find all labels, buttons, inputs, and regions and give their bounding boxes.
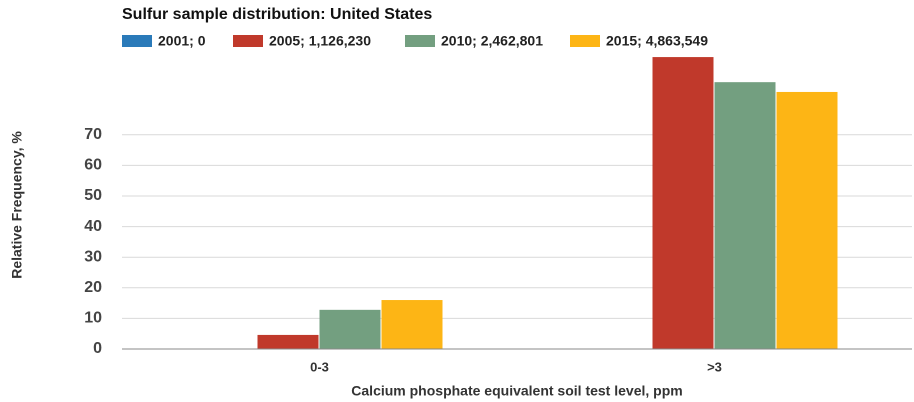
legend-swatch — [570, 35, 600, 47]
y-tick-label: 20 — [84, 279, 102, 296]
y-tick-label: 10 — [84, 310, 102, 327]
x-tick-label: >3 — [707, 359, 722, 374]
y-axis-label: Relative Frequency, % — [9, 131, 25, 279]
bar — [776, 91, 838, 350]
bar — [381, 300, 443, 349]
legend-swatch — [405, 35, 435, 47]
legend-label: 2015; 4,863,549 — [606, 33, 708, 49]
x-axis-label: Calcium phosphate equivalent soil test l… — [351, 383, 682, 399]
y-tick-label: 30 — [84, 248, 102, 265]
y-tick-label: 50 — [84, 187, 102, 204]
legend-swatch — [122, 35, 152, 47]
legend-label: 2001; 0 — [158, 33, 206, 49]
bar — [319, 309, 381, 349]
bar — [257, 334, 319, 349]
x-tick-label: 0-3 — [310, 359, 329, 374]
y-tick-label: 0 — [93, 340, 102, 357]
y-tick-label: 70 — [84, 126, 102, 143]
bar — [714, 82, 776, 349]
legend-label: 2010; 2,462,801 — [441, 33, 543, 49]
legend-label: 2005; 1,126,230 — [269, 33, 371, 49]
chart-title: Sulfur sample distribution: United State… — [122, 6, 432, 23]
bar — [652, 57, 714, 350]
legend-swatch — [233, 35, 263, 47]
y-tick-label: 60 — [84, 157, 102, 174]
y-tick-label: 40 — [84, 218, 102, 235]
